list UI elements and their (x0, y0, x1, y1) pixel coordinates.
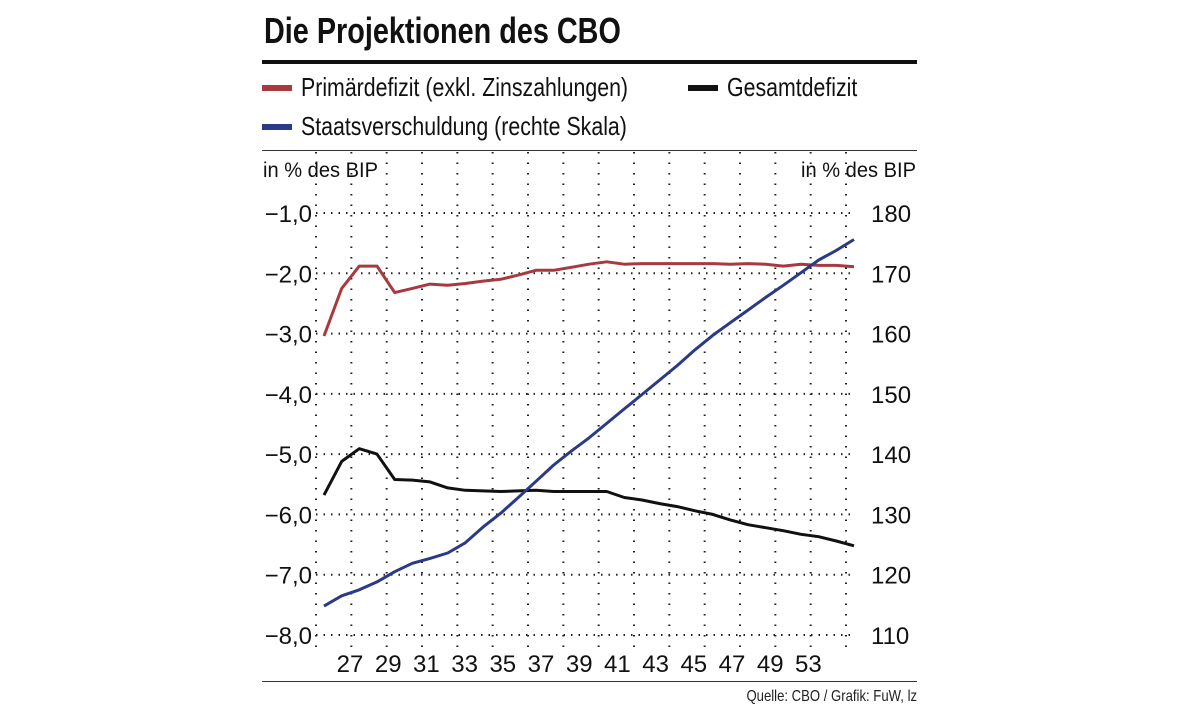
x-tick-label: 53 (795, 651, 822, 678)
legend-rule (262, 150, 917, 151)
left-axis-label: in % des BIP (263, 159, 378, 182)
right-y-tick-label: 120 (871, 563, 911, 590)
left-y-tick-label: −4,0 (265, 382, 312, 409)
x-tick-label: 39 (566, 651, 593, 678)
x-ticks: 27 29 31 33 35 37 39 41 43 45 47 49 53 (337, 651, 822, 678)
right-y-tick-label: 180 (871, 201, 911, 228)
bottom-rule (262, 681, 917, 682)
left-y-tick-label: −3,0 (265, 322, 312, 349)
left-y-ticks: −1,0 −2,0 −3,0 −4,0 −5,0 −6,0 −7,0 −8,0 (265, 201, 312, 650)
left-y-tick-label: −6,0 (265, 502, 312, 529)
x-tick-label: 41 (604, 651, 631, 678)
series-line-1 (322, 447, 855, 548)
left-y-tick-label: −8,0 (265, 623, 312, 650)
grid (315, 152, 856, 648)
legend-swatch-black (688, 84, 718, 91)
legend-label: Gesamtdefizit (727, 72, 858, 102)
right-y-tick-label: 160 (871, 322, 911, 349)
x-tick-label: 29 (375, 651, 402, 678)
left-y-tick-label: −7,0 (265, 563, 312, 590)
title-rule (262, 60, 917, 64)
x-tick-label: 33 (451, 651, 478, 678)
right-y-tick-label: 140 (871, 442, 911, 469)
legend-swatch-red (262, 84, 292, 91)
right-axis-label: in % des BIP (801, 159, 916, 182)
chart-title: Die Projektionen des CBO (264, 10, 710, 52)
right-y-tick-label: 150 (871, 382, 911, 409)
right-y-tick-label: 170 (871, 261, 911, 288)
left-y-tick-label: −2,0 (265, 261, 312, 288)
x-tick-label: 37 (528, 651, 555, 678)
series-line-0 (322, 260, 855, 337)
left-y-tick-label: −1,0 (265, 201, 312, 228)
legend-swatch-blue (262, 123, 292, 130)
x-tick-label: 45 (680, 651, 707, 678)
left-y-tick-label: −5,0 (265, 442, 312, 469)
legend-label: Staatsverschuldung (rechte Skala) (301, 111, 627, 141)
series-line-2 (323, 238, 855, 608)
x-tick-label: 47 (719, 651, 746, 678)
legend-item-primaerdefizit: Primärdefizit (exkl. Zinszahlungen) (262, 72, 700, 103)
x-tick-label: 35 (489, 651, 516, 678)
series-lines (322, 238, 855, 608)
x-tick-label: 31 (413, 651, 440, 678)
chart-title-text: Die Projektionen des CBO (264, 10, 621, 51)
source-text: Quelle: CBO / Grafik: FuW, lz (746, 688, 917, 705)
right-y-ticks: 180 170 160 150 140 130 120 110 (871, 201, 911, 650)
legend-item-gesamtdefizit: Gesamtdefizit (688, 72, 886, 103)
right-y-tick-label: 130 (871, 502, 911, 529)
source-note: Quelle: CBO / Grafik: FuW, lz (709, 688, 917, 706)
right-y-tick-label: 110 (871, 623, 909, 650)
x-tick-label: 43 (642, 651, 669, 678)
x-tick-label: 27 (337, 651, 364, 678)
x-tick-label: 49 (757, 651, 784, 678)
legend-label: Primärdefizit (exkl. Zinszahlungen) (301, 72, 629, 102)
legend-item-staatsverschuldung: Staatsverschuldung (rechte Skala) (262, 111, 698, 142)
